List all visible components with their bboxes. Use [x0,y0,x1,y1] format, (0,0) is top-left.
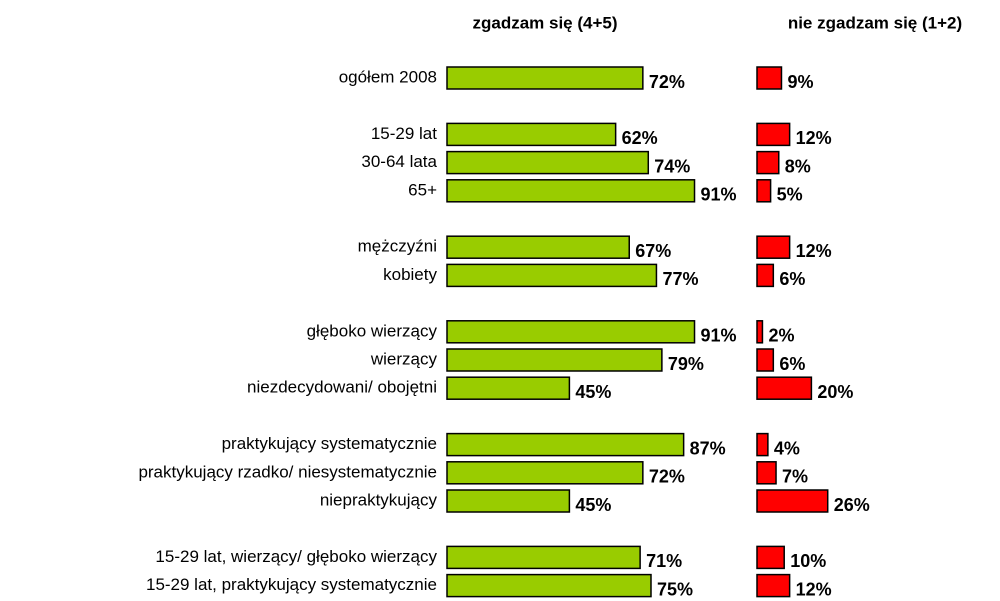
value-label: 26% [834,495,870,515]
category-label: 65+ [408,180,437,199]
value-label: 91% [701,185,737,205]
value-label: 91% [701,326,737,346]
value-label: 67% [635,241,671,261]
category-label: praktykujący rzadko/ niesystematycznie [138,462,437,481]
category-label: wierzący [370,349,438,368]
bar [446,545,641,570]
value-label: 10% [790,551,826,571]
value-label: 62% [622,128,658,148]
category-label: praktykujący systematycznie [222,434,437,453]
bar [756,461,777,485]
bar [446,150,650,175]
bar [446,573,652,598]
bar [756,235,791,259]
category-label: niezdecydowani/ obojętni [247,378,437,397]
bar [756,320,764,344]
bar [446,235,630,259]
series-header: zgadzam się (4+5) [472,13,617,32]
value-label: 12% [796,579,832,599]
bar [446,66,644,90]
bar [446,122,617,147]
bar [756,348,775,372]
value-label: 20% [817,382,853,402]
value-label: 12% [796,128,832,148]
bar [446,320,696,344]
category-label: 15-29 lat [371,124,437,143]
category-label: 15-29 lat, praktykujący systematycznie [146,575,437,594]
value-label: 9% [787,72,813,92]
category-label: 15-29 lat, wierzący/ głęboko wierzący [155,547,437,566]
value-label: 2% [768,326,794,346]
bar [756,376,813,400]
category-label: mężczyźni [358,237,437,256]
value-label: 72% [649,72,685,92]
value-label: 8% [785,156,811,176]
value-label: 45% [575,495,611,515]
bar [756,122,791,147]
bar [756,573,791,598]
bar [756,263,775,288]
category-label: niepraktykujący [320,490,438,509]
value-label: 12% [796,241,832,261]
value-label: 87% [690,438,726,458]
bar [756,545,785,570]
bar [446,348,663,372]
bar [446,489,571,513]
bar [756,179,772,203]
bar [446,376,571,400]
bar [756,66,783,90]
value-label: 74% [654,156,690,176]
value-label: 7% [782,467,808,487]
category-label: głęboko wierzący [307,321,438,340]
bar [756,150,780,175]
value-label: 5% [777,185,803,205]
series-header: nie zgadzam się (1+2) [788,13,962,32]
value-label: 72% [649,467,685,487]
category-label: 30-64 lata [361,152,437,171]
value-label: 71% [646,551,682,571]
bar [756,432,769,457]
value-label: 4% [774,438,800,458]
bar [446,263,658,288]
value-label: 75% [657,579,693,599]
bar [756,489,829,513]
value-label: 45% [575,382,611,402]
bar [446,432,685,457]
value-label: 79% [668,354,704,374]
category-label: kobiety [383,265,437,284]
value-label: 77% [662,269,698,289]
bar [446,461,644,485]
value-label: 6% [779,269,805,289]
category-label: ogółem 2008 [339,67,437,86]
value-label: 6% [779,354,805,374]
bar [446,179,696,203]
